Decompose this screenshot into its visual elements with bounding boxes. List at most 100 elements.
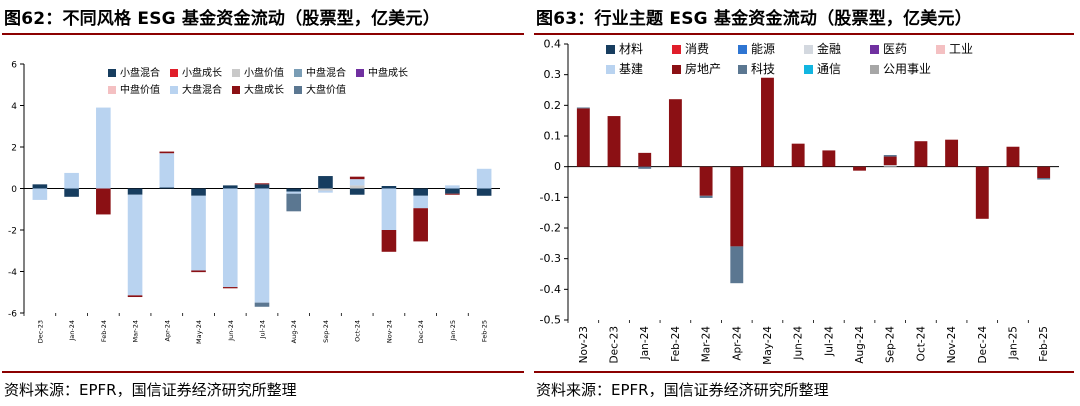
right-y-tick-label: -0.3 [540, 252, 561, 265]
left-bar [254, 302, 270, 307]
left-legend-swatch [294, 86, 302, 94]
left-bar [318, 188, 333, 191]
right-bar [791, 143, 805, 167]
left-bar [96, 188, 111, 215]
left-legend-swatch [232, 69, 240, 77]
left-bar [159, 153, 175, 188]
right-y-tick-label: 0.3 [544, 68, 562, 81]
left-legend-label: 大盘成长 [244, 83, 284, 96]
left-legend-swatch [108, 69, 116, 77]
right-bar [576, 108, 590, 167]
right-legend-label: 公用事业 [883, 62, 931, 76]
right-x-tick-label: Feb-24 [670, 326, 682, 362]
right-y-tick-label: -0.1 [540, 191, 561, 204]
left-bar [381, 188, 397, 230]
left-source-note: 资料来源：EPFR，国信证券经济研究所整理 [4, 381, 297, 399]
left-bar [254, 183, 270, 185]
left-bar [127, 295, 143, 298]
right-legend-swatch [606, 65, 615, 74]
right-legend-swatch [672, 65, 681, 74]
left-bar [159, 187, 175, 189]
right-legend-label: 消费 [685, 42, 709, 56]
right-x-tick-label: Apr-24 [731, 326, 743, 361]
right-x-tick-label: Sep-24 [885, 326, 897, 363]
left-legend-swatch [170, 69, 178, 77]
right-legend-swatch [870, 45, 879, 54]
left-bar [191, 270, 206, 273]
left-x-tick-label: Oct-24 [354, 320, 362, 342]
left-y-tick-label: -4 [8, 268, 17, 278]
right-x-tick-label: Dec-23 [609, 326, 621, 363]
right-legend-swatch [936, 45, 945, 54]
right-source-rule [534, 371, 1074, 373]
right-x-tick-label: Feb-25 [1038, 326, 1050, 362]
left-x-tick-label: Sep-24 [322, 320, 330, 343]
right-legend-label: 基建 [619, 62, 643, 76]
right-y-tick-label: 0.4 [544, 38, 562, 51]
left-x-tick-label: Jan-24 [68, 320, 76, 342]
left-bar [445, 193, 460, 195]
left-legend-label: 小盘价值 [244, 66, 284, 79]
left-x-tick-label: Aug-24 [290, 320, 298, 343]
right-legend-label: 金融 [817, 41, 841, 56]
right-x-tick-label: Oct-24 [915, 326, 927, 362]
left-x-tick-label: Jul-24 [259, 320, 267, 339]
left-bar [445, 188, 460, 194]
right-x-tick-label: Jan-24 [639, 326, 651, 361]
right-x-tick-label: Dec-24 [977, 326, 989, 364]
right-bar [883, 155, 897, 157]
right-y-tick-label: 0.2 [544, 99, 562, 112]
left-y-tick-label: 0 [11, 185, 17, 195]
left-bar [286, 191, 302, 194]
left-bar [413, 195, 428, 209]
right-bar [883, 165, 897, 167]
right-bar [822, 150, 836, 167]
left-legend-label: 小盘成长 [182, 66, 222, 79]
right-chart-title: 图63：行业主题 ESG 基金资金流动（股票型，亿美元） [536, 9, 972, 29]
right-x-tick-label: Nov-24 [946, 326, 958, 364]
left-bar [318, 190, 333, 193]
left-chart-title: 图62：不同风格 ESG 基金资金流动（股票型，亿美元） [4, 9, 440, 29]
right-legend-swatch [804, 45, 813, 54]
right-bar [1037, 178, 1051, 180]
left-bar [476, 168, 492, 189]
right-y-tick-label: 0.1 [544, 130, 562, 143]
left-legend-label: 小盘混合 [120, 66, 160, 79]
left-x-tick-label: Dec-23 [36, 320, 44, 343]
left-bar [64, 172, 79, 189]
left-legend-label: 中盘价值 [120, 83, 160, 96]
right-legend-label: 通信 [817, 62, 841, 76]
right-legend-swatch [606, 45, 615, 54]
right-bar [730, 246, 744, 284]
right-x-tick-label: Jan-25 [1007, 326, 1019, 360]
right-bar [730, 166, 744, 247]
right-legend-swatch [870, 65, 879, 74]
left-y-tick-label: 2 [11, 144, 17, 154]
right-legend-label: 科技 [751, 62, 775, 76]
right-legend-swatch [672, 45, 681, 54]
left-x-tick-label: Jan-25 [449, 320, 457, 342]
right-source-note: 资料来源：EPFR，国信证券经济研究所整理 [536, 381, 829, 399]
left-x-tick-label: Dec-24 [417, 320, 425, 343]
left-bar [96, 107, 111, 189]
left-bar [159, 151, 175, 154]
left-legend-swatch [170, 86, 178, 94]
right-bar [699, 166, 713, 196]
left-legend-label: 大盘价值 [306, 83, 346, 96]
right-legend-label: 工业 [949, 42, 973, 56]
left-bar [445, 185, 460, 189]
sector-fund-flow-chart: -0.5 -0.4 -0.3 -0.2 -0.1 0 0.1 0.2 0.3 0.4 Nov-23 D… [540, 38, 1059, 365]
left-x-tick-label: Apr-24 [163, 320, 171, 341]
left-bar [413, 188, 428, 196]
left-bar [286, 193, 302, 212]
left-bar [127, 194, 143, 296]
left-bar [349, 185, 365, 189]
left-y-tick-label: 4 [11, 102, 17, 112]
right-legend-swatch [738, 65, 747, 74]
left-x-tick-label: Feb-24 [100, 320, 108, 342]
right-bar [853, 166, 866, 171]
right-x-tick-label: Nov-23 [578, 326, 590, 363]
left-x-tick-label: Feb-25 [481, 320, 489, 342]
right-bar [975, 166, 989, 219]
right-y-tick-label: 0 [554, 160, 561, 173]
